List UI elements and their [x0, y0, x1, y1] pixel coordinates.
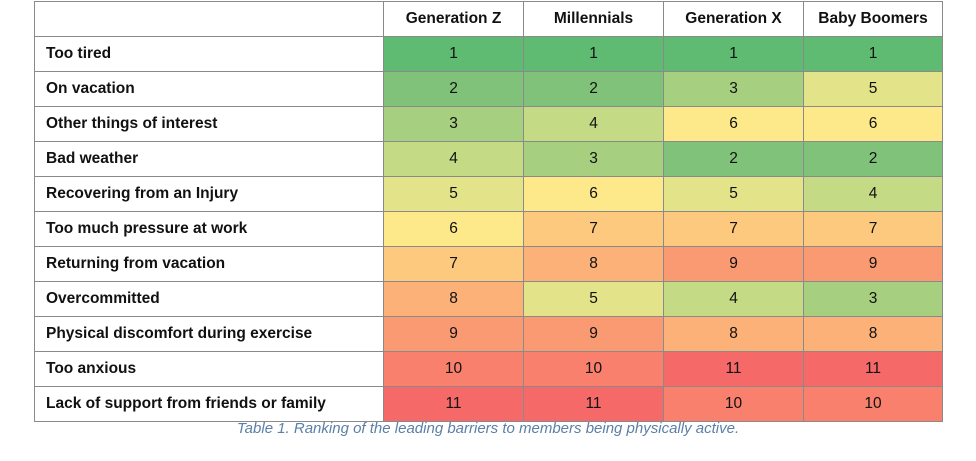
rank-cell: 3 [803, 281, 943, 317]
row-label: Other things of interest [34, 106, 384, 142]
row-label: On vacation [34, 71, 384, 107]
rank-cell: 11 [803, 351, 943, 387]
table-row: Other things of interest 3 4 6 6 [34, 106, 943, 142]
rank-cell: 10 [663, 386, 804, 422]
rank-cell: 1 [383, 36, 524, 72]
table-row: Too much pressure at work 6 7 7 7 [34, 211, 943, 247]
column-header-millennials: Millennials [523, 1, 664, 37]
rank-cell: 1 [803, 36, 943, 72]
table-row: Physical discomfort during exercise 9 9 8 8 [34, 316, 943, 352]
row-label: Bad weather [34, 141, 384, 177]
rank-cell: 8 [803, 316, 943, 352]
rank-cell: 2 [523, 71, 664, 107]
row-label: Too much pressure at work [34, 211, 384, 247]
table-row: Overcommitted 8 5 4 3 [34, 281, 943, 317]
table-row: Lack of support from friends or family 11… [34, 386, 943, 422]
rank-cell: 10 [383, 351, 524, 387]
table-row: Too anxious 10 10 11 11 [34, 351, 943, 387]
row-label: Physical discomfort during exercise [34, 316, 384, 352]
rank-cell: 6 [663, 106, 804, 142]
table-row: Returning from vacation 7 8 9 9 [34, 246, 943, 282]
rank-cell: 9 [383, 316, 524, 352]
rank-cell: 5 [663, 176, 804, 212]
rank-cell: 5 [523, 281, 664, 317]
row-label: Too anxious [34, 351, 384, 387]
rank-cell: 2 [803, 141, 943, 177]
rank-cell: 4 [383, 141, 524, 177]
rank-cell: 2 [383, 71, 524, 107]
rank-cell: 4 [663, 281, 804, 317]
header-row: Generation Z Millennials Generation X Ba… [34, 1, 943, 37]
rank-cell: 5 [803, 71, 943, 107]
rank-cell: 9 [803, 246, 943, 282]
rank-cell: 10 [803, 386, 943, 422]
rank-cell: 8 [383, 281, 524, 317]
rank-cell: 1 [663, 36, 804, 72]
rank-cell: 1 [523, 36, 664, 72]
rank-cell: 8 [523, 246, 664, 282]
rank-cell: 7 [383, 246, 524, 282]
rank-cell: 2 [663, 141, 804, 177]
rank-cell: 6 [803, 106, 943, 142]
column-header-baby-boomers: Baby Boomers [803, 1, 943, 37]
row-label: Lack of support from friends or family [34, 386, 384, 422]
table-row: On vacation 2 2 3 5 [34, 71, 943, 107]
rank-cell: 7 [523, 211, 664, 247]
rank-cell: 3 [663, 71, 804, 107]
rank-cell: 8 [663, 316, 804, 352]
table-row: Too tired 1 1 1 1 [34, 36, 943, 72]
rank-cell: 11 [383, 386, 524, 422]
rank-cell: 7 [663, 211, 804, 247]
column-header-generation-x: Generation X [663, 1, 804, 37]
rank-cell: 4 [523, 106, 664, 142]
rank-cell: 9 [663, 246, 804, 282]
rank-cell: 6 [523, 176, 664, 212]
rank-cell: 3 [383, 106, 524, 142]
row-label: Too tired [34, 36, 384, 72]
header-corner [34, 1, 384, 37]
barriers-ranking-table: Generation Z Millennials Generation X Ba… [34, 1, 943, 422]
row-label: Recovering from an Injury [34, 176, 384, 212]
rank-cell: 11 [663, 351, 804, 387]
table-caption: Table 1. Ranking of the leading barriers… [236, 420, 740, 437]
row-label: Overcommitted [34, 281, 384, 317]
table-body: Too tired 1 1 1 1 On vacation 2 2 3 5 Other things… [34, 36, 943, 422]
table-row: Bad weather 4 3 2 2 [34, 141, 943, 177]
column-header-generation-z: Generation Z [383, 1, 524, 37]
rank-cell: 5 [383, 176, 524, 212]
table-row: Recovering from an Injury 5 6 5 4 [34, 176, 943, 212]
rank-cell: 6 [383, 211, 524, 247]
rank-cell: 7 [803, 211, 943, 247]
rank-cell: 3 [523, 141, 664, 177]
row-label: Returning from vacation [34, 246, 384, 282]
rank-cell: 10 [523, 351, 664, 387]
rank-cell: 4 [803, 176, 943, 212]
rank-cell: 11 [523, 386, 664, 422]
rank-cell: 9 [523, 316, 664, 352]
